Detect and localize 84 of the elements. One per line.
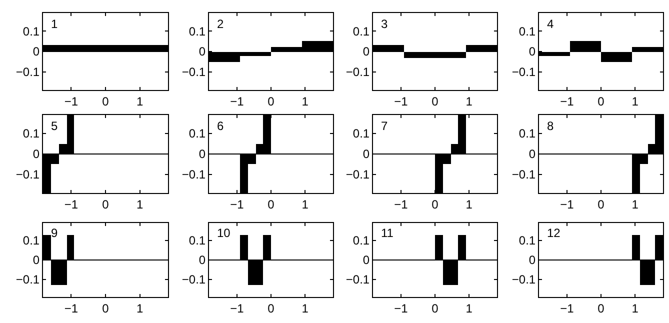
x-tick-label: −1 (230, 197, 244, 212)
x-tick-label: −1 (394, 197, 408, 212)
y-tick-label: 0.1 (188, 234, 206, 248)
y-tick-label: −0.1 (346, 272, 370, 287)
y-tick-label: 0 (198, 147, 206, 162)
x-tick-label: 1 (136, 197, 144, 212)
chart-title: 4 (547, 17, 554, 31)
x-tick-label: −1 (394, 301, 408, 316)
chart-title: 8 (547, 119, 554, 133)
y-tick-label: 0 (32, 147, 40, 162)
y-tick-label: −0.1 (512, 168, 536, 182)
y-tick-label: 0 (32, 44, 40, 59)
y-tick-label: 0.1 (22, 126, 40, 141)
x-tick-label: 0 (268, 197, 275, 212)
y-tick-label: −0.1 (346, 168, 370, 182)
y-tick-label: −0.1 (182, 64, 206, 79)
x-tick-label: 1 (302, 197, 309, 212)
chart-title: 7 (381, 119, 388, 133)
y-tick-label: 0 (528, 44, 536, 59)
x-tick-label: −1 (230, 301, 244, 316)
x-tick-label: 1 (466, 301, 473, 316)
y-tick-label: 0 (198, 44, 206, 59)
x-tick-label: −1 (230, 94, 244, 108)
x-tick-label: −1 (560, 197, 574, 212)
y-tick-label: 0.1 (518, 234, 536, 248)
x-tick-label: 1 (632, 197, 639, 212)
x-tick-label: 0 (598, 301, 605, 316)
x-tick-label: 0 (598, 197, 605, 212)
chart-title: 5 (51, 119, 58, 133)
chart-title: 12 (547, 226, 561, 240)
y-tick-label: 0.1 (352, 24, 370, 38)
y-tick-label: −0.1 (16, 168, 40, 182)
y-tick-label: 0 (528, 253, 536, 268)
chart-title: 1 (51, 17, 58, 31)
y-tick-label: 0.1 (352, 234, 370, 248)
x-tick-label: 0 (102, 94, 110, 108)
y-tick-label: 0.1 (188, 126, 206, 141)
x-tick-label: 1 (302, 301, 309, 316)
x-tick-label: −1 (64, 94, 78, 108)
y-tick-label: 0.1 (22, 234, 40, 248)
y-tick-label: 0.1 (518, 24, 536, 38)
x-tick-label: −1 (64, 197, 78, 212)
chart-title: 11 (381, 226, 394, 240)
x-tick-label: 1 (302, 94, 309, 108)
x-tick-label: 0 (598, 94, 605, 108)
x-tick-label: 0 (102, 301, 110, 316)
y-tick-label: 0 (32, 253, 40, 268)
x-tick-label: −1 (560, 301, 574, 316)
y-tick-label: −0.1 (182, 168, 206, 182)
y-tick-label: 0 (198, 253, 206, 268)
y-tick-label: 0.1 (352, 126, 370, 141)
x-tick-label: 1 (632, 301, 639, 316)
y-tick-label: −0.1 (16, 64, 40, 79)
x-tick-label: 1 (136, 301, 144, 316)
x-tick-label: 0 (268, 94, 275, 108)
y-tick-label: 0 (362, 44, 370, 59)
x-tick-label: 1 (136, 94, 144, 108)
chart-title: 3 (381, 17, 388, 31)
x-tick-label: −1 (560, 94, 574, 108)
y-tick-label: 0.1 (518, 126, 536, 141)
chart-title: 2 (217, 17, 224, 31)
y-tick-label: 0 (528, 147, 536, 162)
x-tick-label: 1 (466, 94, 473, 108)
x-tick-label: 1 (632, 94, 639, 108)
x-tick-label: −1 (64, 301, 78, 316)
y-tick-label: 0 (362, 147, 370, 162)
y-tick-label: −0.1 (512, 272, 536, 287)
y-tick-label: 0.1 (188, 24, 206, 38)
x-tick-label: 0 (268, 301, 275, 316)
chart-title: 6 (217, 119, 224, 133)
x-tick-label: 0 (432, 301, 439, 316)
x-tick-label: 0 (432, 197, 439, 212)
chart-title: 9 (51, 226, 58, 240)
y-tick-label: 0.1 (22, 24, 40, 38)
chart-title: 10 (217, 226, 231, 240)
y-tick-label: −0.1 (512, 64, 536, 79)
y-tick-label: −0.1 (346, 64, 370, 79)
x-tick-label: 1 (466, 197, 473, 212)
y-tick-label: 0 (362, 253, 370, 268)
y-tick-label: −0.1 (16, 272, 40, 287)
x-tick-label: 0 (432, 94, 439, 108)
y-tick-label: −0.1 (182, 272, 206, 287)
x-tick-label: 0 (102, 197, 110, 212)
x-tick-label: −1 (394, 94, 408, 108)
